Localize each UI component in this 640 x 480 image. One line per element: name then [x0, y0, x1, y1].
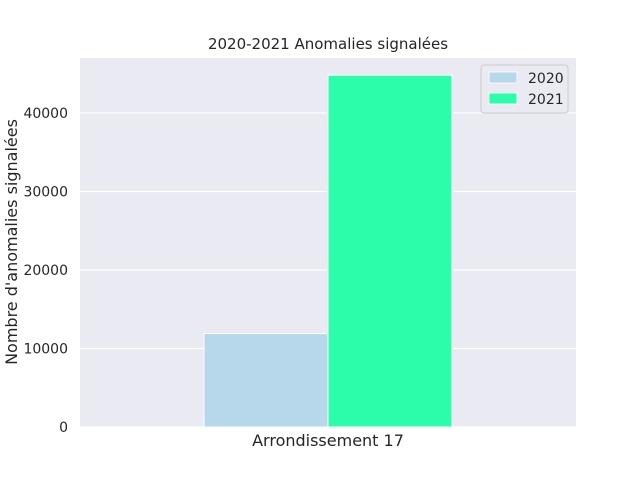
bar-2021: [327, 74, 453, 428]
y-tick-label: 20000: [23, 263, 68, 279]
chart-title: 2020-2021 Anomalies signalées: [208, 35, 448, 53]
legend-swatch: [488, 92, 518, 105]
legend-label: 2020: [528, 71, 564, 87]
bars: [203, 74, 453, 428]
bar-2020: [203, 333, 329, 428]
x-tick-labels: Arrondissement 17: [252, 431, 404, 450]
legend: 2020 2021: [480, 64, 569, 114]
y-axis-label: Nombre d'anomalies signalées: [2, 119, 21, 365]
x-tick-label: Arrondissement 17: [252, 431, 404, 450]
y-tick-labels: 0 10000 20000 30000 40000: [23, 106, 68, 436]
legend-label: 2021: [528, 92, 564, 108]
y-tick-label: 40000: [23, 106, 68, 122]
y-tick-label: 10000: [23, 341, 68, 357]
y-tick-label: 0: [59, 420, 68, 436]
legend-swatch: [488, 71, 518, 84]
y-tick-label: 30000: [23, 184, 68, 200]
